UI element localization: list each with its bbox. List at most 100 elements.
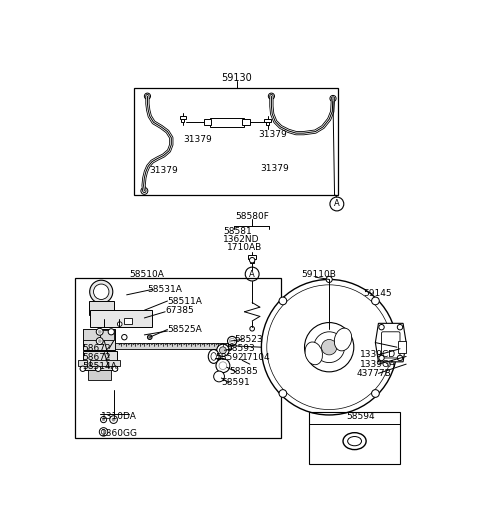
Text: A: A — [334, 200, 340, 209]
FancyBboxPatch shape — [210, 118, 244, 127]
Circle shape — [279, 389, 287, 397]
Circle shape — [330, 95, 336, 102]
Text: 58510A: 58510A — [129, 270, 164, 279]
Text: 58581: 58581 — [223, 227, 252, 236]
Circle shape — [279, 297, 287, 305]
Circle shape — [228, 336, 237, 346]
Text: 31379: 31379 — [258, 130, 287, 139]
Circle shape — [245, 267, 259, 281]
Text: 1360GG: 1360GG — [101, 429, 138, 438]
FancyBboxPatch shape — [250, 259, 254, 262]
FancyBboxPatch shape — [115, 343, 230, 349]
FancyBboxPatch shape — [180, 116, 186, 119]
Circle shape — [118, 322, 122, 327]
Text: 58580F: 58580F — [235, 212, 269, 221]
FancyBboxPatch shape — [83, 329, 115, 350]
Circle shape — [112, 418, 115, 421]
Text: 1362ND: 1362ND — [223, 235, 259, 244]
FancyBboxPatch shape — [83, 351, 118, 370]
Circle shape — [372, 297, 379, 305]
Text: 17104: 17104 — [242, 353, 271, 362]
Circle shape — [250, 257, 255, 263]
Circle shape — [314, 332, 345, 363]
FancyBboxPatch shape — [90, 310, 152, 327]
Ellipse shape — [211, 353, 216, 360]
Text: 1710AB: 1710AB — [227, 243, 262, 252]
Circle shape — [101, 430, 106, 434]
FancyBboxPatch shape — [204, 119, 211, 126]
FancyBboxPatch shape — [398, 341, 406, 353]
Circle shape — [144, 93, 151, 99]
Circle shape — [98, 339, 101, 343]
Circle shape — [330, 197, 344, 211]
Circle shape — [379, 355, 384, 361]
Circle shape — [96, 338, 103, 345]
Ellipse shape — [334, 328, 352, 351]
Circle shape — [102, 419, 105, 421]
FancyBboxPatch shape — [382, 332, 400, 358]
Ellipse shape — [208, 350, 219, 363]
Circle shape — [90, 280, 113, 303]
Circle shape — [217, 344, 229, 356]
Circle shape — [96, 366, 101, 371]
Text: A: A — [249, 270, 255, 279]
FancyBboxPatch shape — [78, 360, 87, 365]
Circle shape — [400, 345, 406, 350]
Circle shape — [98, 330, 101, 334]
Ellipse shape — [348, 437, 361, 446]
Circle shape — [326, 276, 332, 282]
Circle shape — [219, 362, 227, 370]
FancyBboxPatch shape — [181, 119, 184, 122]
Text: 31379: 31379 — [150, 165, 179, 174]
Circle shape — [147, 335, 152, 339]
FancyBboxPatch shape — [83, 329, 100, 339]
FancyBboxPatch shape — [124, 318, 132, 324]
Circle shape — [267, 285, 392, 410]
Circle shape — [379, 325, 384, 330]
FancyBboxPatch shape — [89, 301, 114, 315]
Circle shape — [100, 417, 107, 422]
Text: 58593: 58593 — [227, 344, 255, 353]
Polygon shape — [375, 323, 406, 362]
Circle shape — [80, 366, 85, 371]
Circle shape — [141, 187, 148, 194]
Text: 31379: 31379 — [260, 164, 288, 173]
Text: 58591: 58591 — [221, 378, 250, 387]
Text: 58514A: 58514A — [83, 362, 118, 371]
Text: 1339GA: 1339GA — [360, 360, 396, 369]
Circle shape — [262, 279, 397, 415]
Circle shape — [332, 97, 335, 100]
Text: 58511A: 58511A — [168, 296, 203, 305]
Circle shape — [96, 328, 103, 335]
Circle shape — [99, 428, 108, 436]
Circle shape — [121, 335, 127, 340]
FancyBboxPatch shape — [90, 360, 120, 365]
Circle shape — [229, 338, 235, 344]
Text: 58672: 58672 — [83, 344, 111, 353]
Text: 59110B: 59110B — [301, 270, 336, 279]
Circle shape — [146, 95, 149, 98]
Circle shape — [112, 366, 118, 371]
Text: 31379: 31379 — [183, 135, 212, 144]
Ellipse shape — [305, 342, 323, 365]
Circle shape — [397, 355, 403, 361]
Text: 58672: 58672 — [83, 353, 111, 362]
Text: 67385: 67385 — [165, 306, 194, 315]
Circle shape — [108, 329, 114, 335]
FancyBboxPatch shape — [248, 255, 256, 259]
Text: 43777B: 43777B — [357, 369, 392, 378]
Circle shape — [110, 415, 118, 423]
Text: 58525A: 58525A — [168, 325, 202, 334]
Text: 1310DA: 1310DA — [101, 412, 137, 421]
Text: 1339CD: 1339CD — [360, 351, 396, 360]
Circle shape — [94, 284, 109, 300]
Text: 59145: 59145 — [363, 289, 392, 298]
Circle shape — [250, 327, 254, 331]
Circle shape — [270, 95, 273, 98]
FancyBboxPatch shape — [88, 370, 111, 379]
Text: 58592: 58592 — [215, 353, 244, 362]
Circle shape — [214, 371, 225, 382]
FancyBboxPatch shape — [266, 122, 269, 126]
Ellipse shape — [343, 433, 366, 450]
Circle shape — [322, 339, 337, 355]
